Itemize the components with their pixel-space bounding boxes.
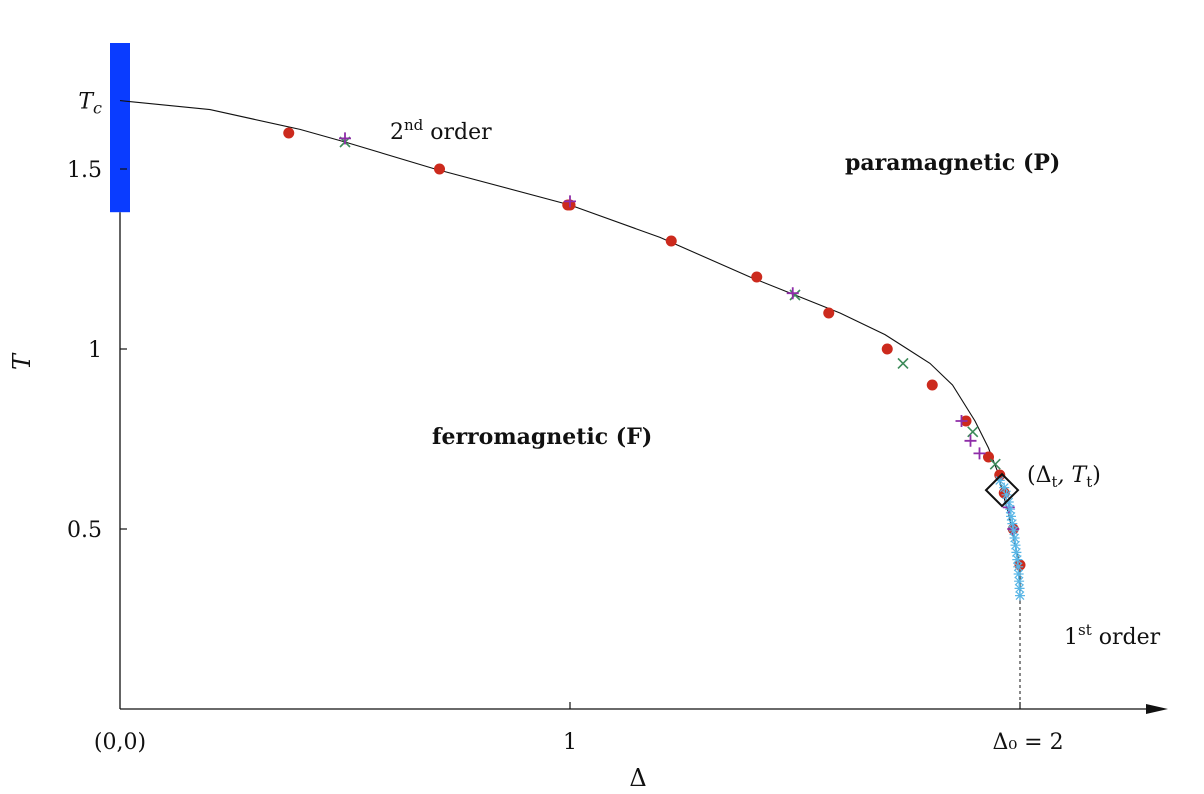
star-marker xyxy=(1001,489,1012,500)
plus-marker xyxy=(564,195,576,208)
star-marker xyxy=(1009,533,1020,543)
star-marker xyxy=(1005,504,1016,515)
cross-marker xyxy=(897,357,909,369)
tc-bar xyxy=(110,43,130,213)
star-marker xyxy=(1010,540,1021,551)
plus-marker xyxy=(955,415,968,427)
circle-marker xyxy=(283,127,295,139)
circle-marker xyxy=(751,271,763,283)
paramagnetic-region-label: paramagnetic (P) xyxy=(845,150,1060,176)
ferromagnetic-region-label: ferromagnetic (F) xyxy=(432,424,652,450)
star-marker xyxy=(1013,561,1024,572)
x-tick-label: (0,0) xyxy=(94,730,146,755)
star-marker xyxy=(1007,518,1018,529)
circle-marker xyxy=(665,235,677,247)
star-marker xyxy=(1006,511,1016,522)
x-tick-label: 1 xyxy=(563,730,577,755)
tricritical-point-label: (Δt, Tt) xyxy=(1027,463,1101,491)
star-marker xyxy=(1013,569,1024,579)
cross-marker xyxy=(989,458,1001,470)
star-marker xyxy=(1011,547,1022,558)
first-order-label: 1st order xyxy=(1064,621,1161,650)
circle-marker xyxy=(881,343,893,355)
cross-marker xyxy=(789,289,801,301)
circle-marker xyxy=(926,379,938,391)
star-marker xyxy=(1015,590,1025,601)
x-axis-arrowhead xyxy=(1146,704,1168,714)
star-marker xyxy=(999,482,1010,493)
y-axis-label: T xyxy=(8,352,36,370)
axes xyxy=(110,43,1168,714)
star-marker xyxy=(1014,576,1025,587)
text-layer: T Δ ferromagnetic (F) paramagnetic (P) (… xyxy=(8,90,1161,792)
star-marker xyxy=(1014,583,1025,594)
tc-tick-label: Tc xyxy=(78,90,102,118)
y-tick-label: 0.5 xyxy=(67,518,102,543)
tricritical-point-marker xyxy=(984,472,1020,508)
plus-marker xyxy=(786,287,799,300)
x-axis-label: Δ xyxy=(629,764,646,792)
second-order-label: 2nd order xyxy=(390,116,492,145)
y-tick-label: 1 xyxy=(88,338,102,363)
circle-marker xyxy=(434,163,445,175)
star-marker xyxy=(1003,497,1014,507)
circle-marker xyxy=(823,307,835,319)
plus-marker xyxy=(339,132,351,145)
y-tick-label: 1.5 xyxy=(67,158,102,183)
star-marker xyxy=(1012,554,1023,565)
boundary-curve-layer xyxy=(119,100,1021,709)
data-points-layer xyxy=(283,127,1026,601)
plus-marker xyxy=(964,434,977,447)
x-tick-label: Δ₀ = 2 xyxy=(992,730,1063,755)
cross-marker xyxy=(967,426,979,438)
star-marker xyxy=(994,475,1005,486)
plus-marker xyxy=(973,447,986,460)
star-marker xyxy=(1008,525,1019,536)
